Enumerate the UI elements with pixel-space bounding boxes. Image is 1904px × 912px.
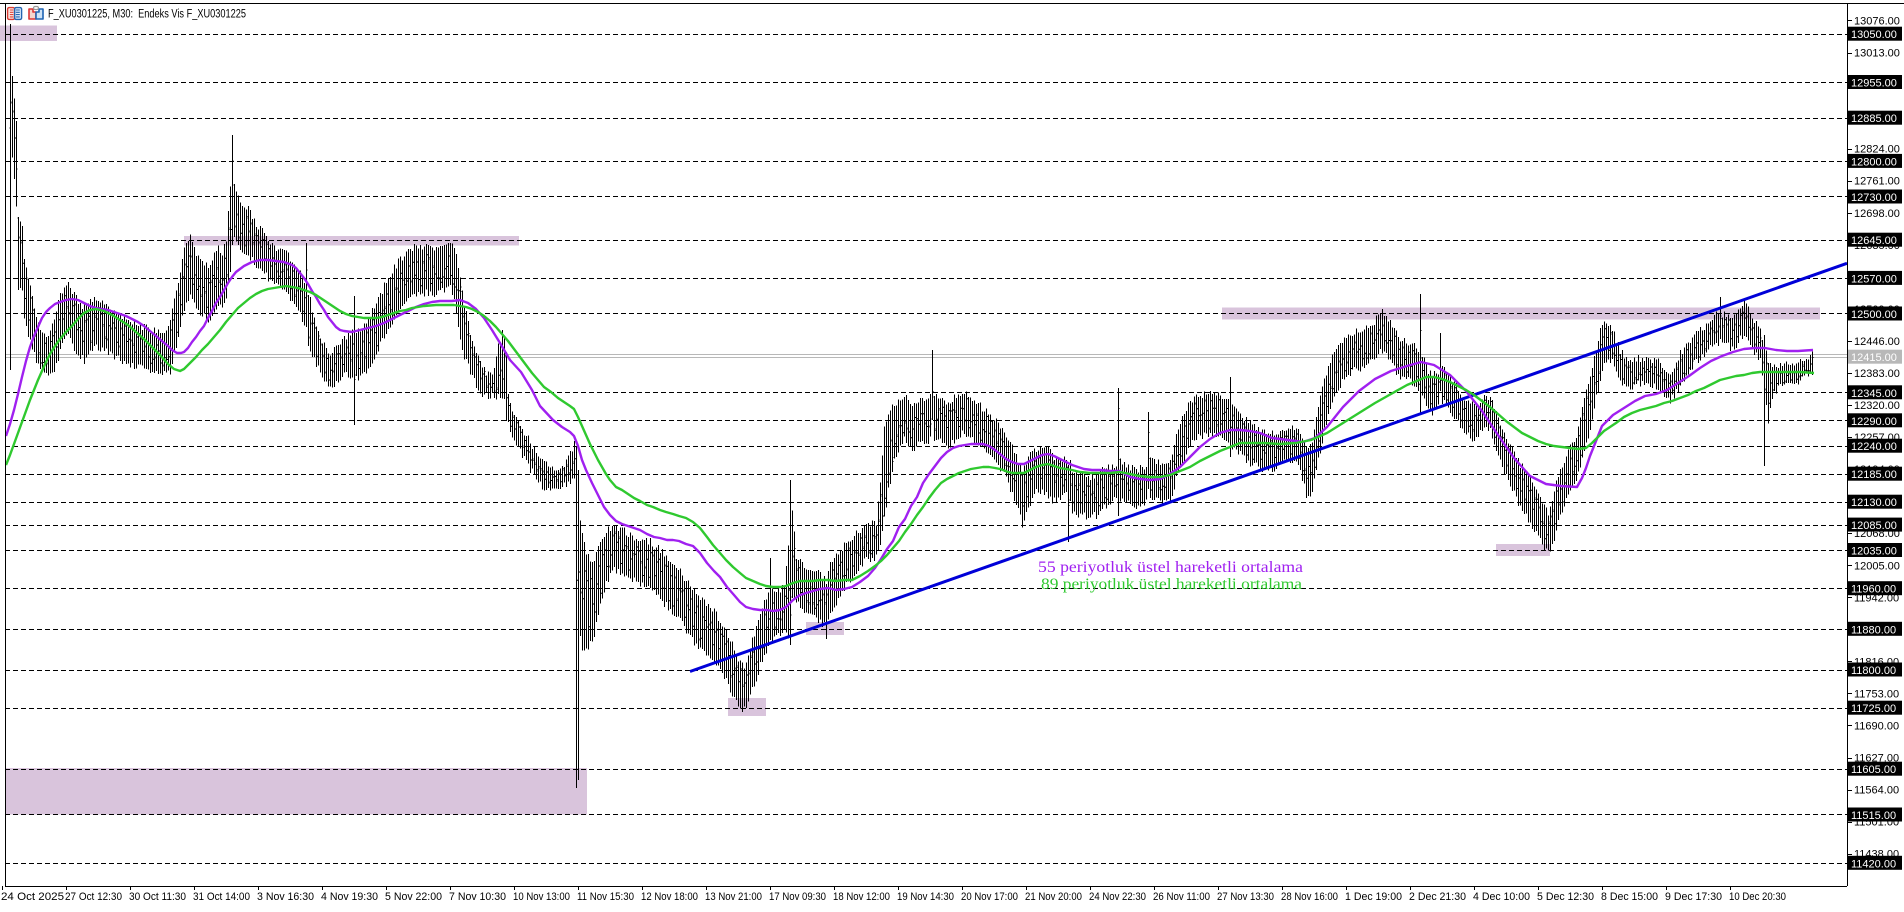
svg-text:4 Dec 10:00: 4 Dec 10:00 xyxy=(1473,891,1530,903)
svg-text:12383.00: 12383.00 xyxy=(1854,368,1900,380)
svg-text:9 Dec 17:30: 9 Dec 17:30 xyxy=(1665,891,1722,903)
svg-text:89 periyotluk üstel hareketli: 89 periyotluk üstel hareketli ortalama xyxy=(1041,576,1302,593)
svg-text:12824.00: 12824.00 xyxy=(1854,144,1900,156)
svg-text:20 Nov 17:00: 20 Nov 17:00 xyxy=(961,891,1018,903)
svg-text:11420.00: 11420.00 xyxy=(1851,858,1896,870)
svg-text:11960.00: 11960.00 xyxy=(1851,584,1896,596)
svg-text:12185.00: 12185.00 xyxy=(1851,469,1897,481)
svg-text:11515.00: 11515.00 xyxy=(1851,810,1896,822)
svg-text:12698.00: 12698.00 xyxy=(1854,208,1900,220)
svg-text:11605.00: 11605.00 xyxy=(1851,764,1896,776)
svg-text:10 Nov 13:00: 10 Nov 13:00 xyxy=(513,891,570,903)
svg-text:11800.00: 11800.00 xyxy=(1851,665,1896,677)
svg-text:12645.00: 12645.00 xyxy=(1851,235,1897,247)
svg-text:12130.00: 12130.00 xyxy=(1851,497,1897,509)
svg-text:12085.00: 12085.00 xyxy=(1851,520,1897,532)
svg-text:30 Oct 11:30: 30 Oct 11:30 xyxy=(129,891,186,903)
svg-text:27 Oct 12:30: 27 Oct 12:30 xyxy=(65,891,122,903)
svg-text:21 Nov 20:00: 21 Nov 20:00 xyxy=(1025,891,1082,903)
svg-text:11627.00: 11627.00 xyxy=(1854,753,1899,765)
svg-text:13013.00: 13013.00 xyxy=(1854,48,1900,60)
svg-text:12415.00: 12415.00 xyxy=(1851,352,1897,364)
svg-text:7 Nov 10:30: 7 Nov 10:30 xyxy=(449,891,506,903)
svg-text:12761.00: 12761.00 xyxy=(1854,176,1900,188)
svg-text:12345.00: 12345.00 xyxy=(1851,388,1897,400)
svg-text:3 Nov 16:30: 3 Nov 16:30 xyxy=(257,891,314,903)
svg-text:12955.00: 12955.00 xyxy=(1851,78,1897,90)
svg-text:12320.00: 12320.00 xyxy=(1854,400,1900,412)
svg-text:12290.00: 12290.00 xyxy=(1851,416,1897,428)
svg-text:11564.00: 11564.00 xyxy=(1854,785,1899,797)
svg-text:1 Dec 19:00: 1 Dec 19:00 xyxy=(1345,891,1402,903)
svg-text:10 Dec 20:30: 10 Dec 20:30 xyxy=(1729,891,1786,903)
svg-text:27 Nov 13:30: 27 Nov 13:30 xyxy=(1217,891,1274,903)
svg-text:5 Nov 22:00: 5 Nov 22:00 xyxy=(385,891,442,903)
svg-text:12730.00: 12730.00 xyxy=(1851,192,1897,204)
svg-text:5 Dec 12:30: 5 Dec 12:30 xyxy=(1537,891,1594,903)
svg-text:24 Oct 2025: 24 Oct 2025 xyxy=(1,891,64,903)
svg-text:11725.00: 11725.00 xyxy=(1851,703,1896,715)
svg-text:18 Nov 12:00: 18 Nov 12:00 xyxy=(833,891,890,903)
svg-text:12035.00: 12035.00 xyxy=(1851,546,1897,558)
svg-text:55 periyotluk üstel hareketli: 55 periyotluk üstel hareketli ortalama xyxy=(1038,559,1303,576)
svg-text:4 Nov 19:30: 4 Nov 19:30 xyxy=(321,891,378,903)
svg-text:11 Nov 15:30: 11 Nov 15:30 xyxy=(577,891,634,903)
svg-text:12005.00: 12005.00 xyxy=(1854,560,1900,572)
svg-text:12800.00: 12800.00 xyxy=(1851,156,1897,168)
svg-text:8 Dec 15:00: 8 Dec 15:00 xyxy=(1601,891,1658,903)
svg-text:31 Oct 14:00: 31 Oct 14:00 xyxy=(193,891,250,903)
svg-text:11942.00: 11942.00 xyxy=(1854,592,1899,604)
svg-text:12 Nov 18:00: 12 Nov 18:00 xyxy=(641,891,698,903)
svg-text:12500.00: 12500.00 xyxy=(1851,309,1897,321)
svg-text:24 Nov 22:30: 24 Nov 22:30 xyxy=(1089,891,1146,903)
svg-text:11880.00: 11880.00 xyxy=(1851,624,1896,636)
svg-text:13050.00: 13050.00 xyxy=(1851,29,1897,41)
svg-text:12446.00: 12446.00 xyxy=(1854,336,1900,348)
svg-text:17 Nov 09:30: 17 Nov 09:30 xyxy=(769,891,826,903)
svg-text:F_XU0301225, M30: Endeks Vis: F_XU0301225, M30: Endeks Vis F_XU0301225 xyxy=(48,9,246,21)
svg-text:19 Nov 14:30: 19 Nov 14:30 xyxy=(897,891,954,903)
svg-text:2 Dec 21:30: 2 Dec 21:30 xyxy=(1409,891,1466,903)
svg-text:12570.00: 12570.00 xyxy=(1851,273,1897,285)
svg-text:13 Nov 21:00: 13 Nov 21:00 xyxy=(705,891,762,903)
svg-text:28 Nov 16:00: 28 Nov 16:00 xyxy=(1281,891,1338,903)
svg-text:26 Nov 11:00: 26 Nov 11:00 xyxy=(1153,891,1210,903)
svg-text:12240.00: 12240.00 xyxy=(1851,441,1897,453)
svg-text:11753.00: 11753.00 xyxy=(1854,688,1899,700)
svg-text:13076.00: 13076.00 xyxy=(1854,16,1900,28)
svg-text:11690.00: 11690.00 xyxy=(1854,721,1899,733)
svg-text:12885.00: 12885.00 xyxy=(1851,113,1897,125)
